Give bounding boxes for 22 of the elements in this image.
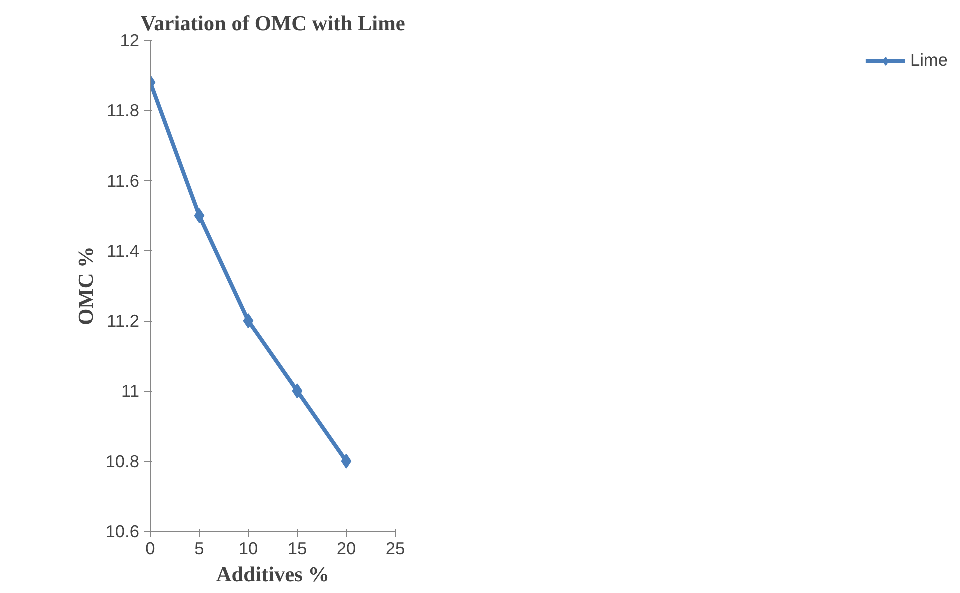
y-tick-label: 11.8 bbox=[107, 100, 140, 121]
point bbox=[292, 384, 303, 399]
x-tick-label: 5 bbox=[194, 538, 204, 558]
y-tick-label: 11.2 bbox=[107, 311, 140, 332]
legend-label: Lime bbox=[910, 50, 948, 71]
y-tick-label: 11.4 bbox=[107, 240, 140, 261]
y-tick-label: 11.6 bbox=[107, 170, 140, 191]
point bbox=[341, 454, 352, 469]
y-tick-label: 12 bbox=[120, 30, 140, 50]
x-tick-label: 0 bbox=[146, 538, 156, 558]
x-tick-label: 15 bbox=[288, 538, 308, 558]
point bbox=[243, 314, 254, 329]
chart-title: Variation of OMC with Lime bbox=[140, 12, 406, 36]
y-axis-title: OMC % bbox=[74, 246, 98, 326]
y-tick-label: 10.8 bbox=[106, 451, 140, 472]
x-tick-label: 10 bbox=[238, 538, 258, 558]
x-tick-label: 20 bbox=[336, 538, 356, 558]
point bbox=[194, 208, 205, 224]
x-tick-label: 25 bbox=[386, 538, 406, 558]
y-tick-label: 10.6 bbox=[106, 522, 140, 542]
y-tick-label: 11 bbox=[122, 381, 140, 402]
x-axis-title: Additives % bbox=[216, 562, 330, 586]
